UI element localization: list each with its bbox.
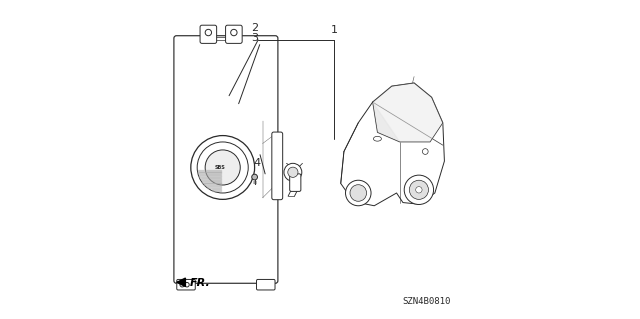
FancyBboxPatch shape	[272, 132, 283, 200]
Ellipse shape	[373, 137, 381, 141]
Circle shape	[185, 283, 189, 287]
Polygon shape	[340, 83, 444, 206]
FancyBboxPatch shape	[177, 279, 195, 290]
Circle shape	[288, 167, 298, 177]
Text: 4: 4	[253, 158, 260, 168]
FancyBboxPatch shape	[225, 25, 242, 43]
Circle shape	[180, 283, 184, 287]
Circle shape	[346, 180, 371, 206]
Circle shape	[205, 150, 240, 185]
Circle shape	[416, 187, 422, 193]
FancyBboxPatch shape	[290, 174, 301, 191]
Text: 3: 3	[252, 33, 259, 43]
Circle shape	[404, 175, 433, 204]
Polygon shape	[372, 102, 400, 142]
Text: 2: 2	[252, 24, 259, 33]
FancyBboxPatch shape	[257, 279, 275, 290]
FancyBboxPatch shape	[174, 36, 278, 283]
Circle shape	[422, 149, 428, 154]
Circle shape	[191, 136, 255, 199]
FancyBboxPatch shape	[200, 25, 217, 43]
Text: SBS: SBS	[214, 165, 225, 170]
Circle shape	[350, 185, 367, 201]
Text: 1: 1	[331, 25, 338, 35]
Circle shape	[230, 29, 237, 36]
Text: FR.: FR.	[190, 278, 211, 288]
Circle shape	[205, 29, 212, 36]
Text: SZN4B0810: SZN4B0810	[403, 297, 451, 306]
Circle shape	[252, 174, 257, 180]
Circle shape	[284, 163, 302, 181]
Polygon shape	[372, 83, 443, 142]
Circle shape	[197, 142, 248, 193]
Circle shape	[410, 180, 428, 199]
